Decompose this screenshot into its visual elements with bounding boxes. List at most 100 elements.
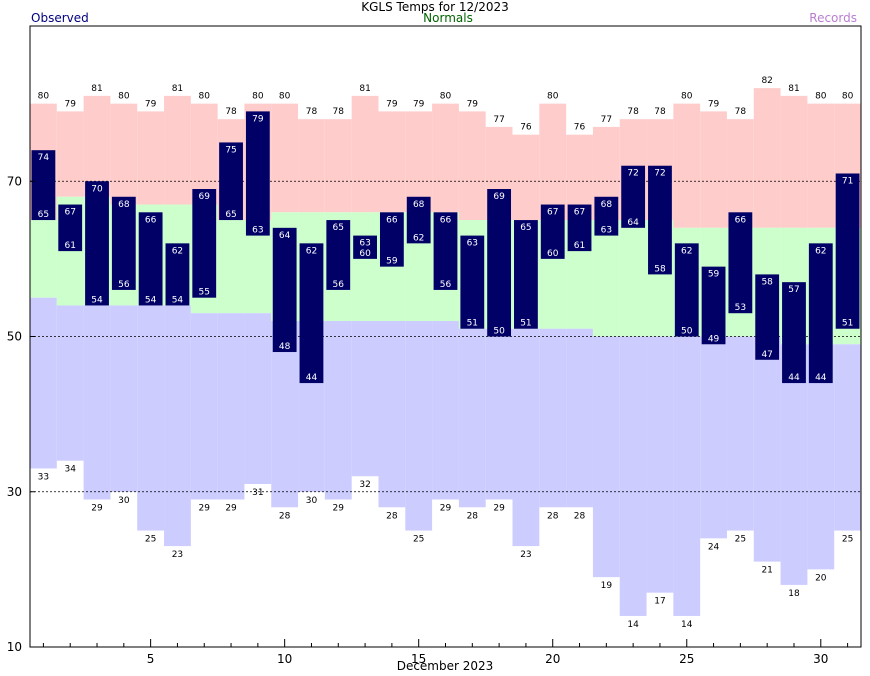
axis-ticks: 10 30 50 70 5 10 15 20 25 30: [7, 174, 849, 666]
record-high-band: [512, 134, 540, 221]
observed-high-label: 62: [172, 246, 183, 256]
observed-bar: [299, 243, 324, 384]
record-high-band: [137, 111, 165, 205]
normal-band: [30, 220, 57, 298]
observed-bar: [245, 111, 270, 236]
record-high-band: [378, 111, 406, 213]
record-low-band: [619, 336, 647, 616]
record-low-label: 28: [386, 511, 398, 521]
record-low-label: 30: [306, 496, 318, 506]
record-high-label: 76: [574, 123, 586, 133]
observed-high-label: 57: [788, 285, 799, 295]
normal-band: [217, 220, 245, 314]
observed-high-label: 62: [306, 246, 317, 256]
record-high-label: 82: [761, 76, 772, 86]
y-tick-label: 30: [7, 485, 22, 499]
observed-low-label: 56: [440, 280, 452, 290]
observed-bar: [621, 165, 646, 228]
record-low-label: 24: [708, 542, 720, 552]
observed-low-label: 50: [493, 327, 505, 337]
observed-high-label: 74: [38, 153, 50, 163]
observed-bar: [835, 173, 860, 329]
observed-high-label: 69: [493, 192, 505, 202]
record-low-label: 17: [654, 597, 665, 607]
record-low-label: 19: [601, 581, 613, 591]
observed-low-label: 54: [91, 295, 103, 305]
x-tick-label: 30: [813, 652, 828, 666]
observed-high-label: 63: [359, 239, 370, 249]
record-high-label: 78: [333, 107, 345, 117]
observed-low-label: 61: [574, 241, 585, 251]
observed-high-label: 68: [118, 200, 130, 210]
record-low-band: [30, 297, 57, 469]
record-high-band: [110, 103, 138, 205]
record-low-band: [351, 320, 379, 477]
record-high-label: 80: [440, 92, 452, 102]
record-low-label: 29: [440, 504, 452, 514]
record-low-band: [405, 320, 433, 531]
record-low-label: 28: [279, 511, 291, 521]
record-low-label: 25: [145, 535, 156, 545]
x-tick-label: 10: [277, 652, 292, 666]
observed-bar: [353, 235, 377, 259]
record-high-band: [83, 95, 111, 197]
observed-high-label: 75: [225, 145, 236, 155]
record-low-band: [324, 320, 352, 500]
observed-bar: [31, 150, 56, 221]
observed-high-label: 68: [601, 200, 613, 210]
observed-bar: [85, 181, 109, 306]
observed-high-label: 66: [145, 215, 157, 225]
observed-bar: [111, 196, 136, 290]
record-low-label: 28: [467, 511, 479, 521]
record-low-band: [217, 313, 245, 500]
observed-low-label: 65: [225, 210, 236, 220]
record-low-band: [673, 336, 701, 616]
observed-bar: [460, 235, 485, 329]
observed-low-label: 53: [735, 303, 746, 313]
normal-band: [592, 220, 620, 337]
observed-low-label: 51: [520, 319, 531, 329]
value-labels: 80 33 74 65 79 34 67 61 81 29 70 54 80 30 68 56 79 25 66 54…: [38, 76, 854, 630]
record-low-band: [83, 305, 111, 500]
record-high-band: [351, 95, 379, 213]
observed-low-label: 58: [654, 264, 666, 274]
record-high-label: 80: [681, 92, 693, 102]
record-low-label: 29: [225, 504, 237, 514]
record-low-label: 23: [172, 550, 183, 560]
observed-high-label: 65: [333, 223, 344, 233]
record-high-label: 79: [467, 99, 479, 109]
observed-bar: [192, 189, 217, 298]
observed-low-label: 49: [708, 334, 720, 344]
record-high-band: [298, 119, 325, 213]
legend-records: Records: [809, 11, 857, 25]
record-low-band: [646, 336, 674, 593]
record-low-band: [244, 313, 272, 484]
observed-bar: [379, 212, 404, 267]
record-high-label: 77: [493, 115, 504, 125]
record-low-band: [726, 336, 754, 531]
observed-low-label: 44: [815, 373, 827, 383]
observed-bar: [782, 282, 806, 384]
record-low-label: 34: [64, 465, 76, 475]
observed-low-label: 65: [38, 210, 49, 220]
record-low-label: 21: [761, 566, 772, 576]
x-tick-label: 25: [679, 652, 694, 666]
x-tick-label: 20: [545, 652, 560, 666]
record-low-band: [512, 328, 540, 547]
record-low-label: 14: [627, 620, 639, 630]
observed-high-label: 62: [681, 246, 692, 256]
record-low-band: [539, 328, 567, 508]
observed-high-label: 67: [64, 208, 75, 218]
observed-low-label: 61: [64, 241, 75, 251]
observed-low-label: 44: [306, 373, 318, 383]
record-low-label: 25: [842, 535, 853, 545]
record-high-label: 81: [788, 84, 799, 94]
observed-high-label: 58: [761, 277, 773, 287]
record-high-band: [753, 88, 781, 228]
legend-normals: Normals: [423, 11, 473, 25]
record-low-label: 32: [359, 480, 370, 490]
observed-bar: [567, 204, 592, 252]
observed-bar: [58, 204, 83, 252]
record-low-band: [458, 328, 486, 508]
